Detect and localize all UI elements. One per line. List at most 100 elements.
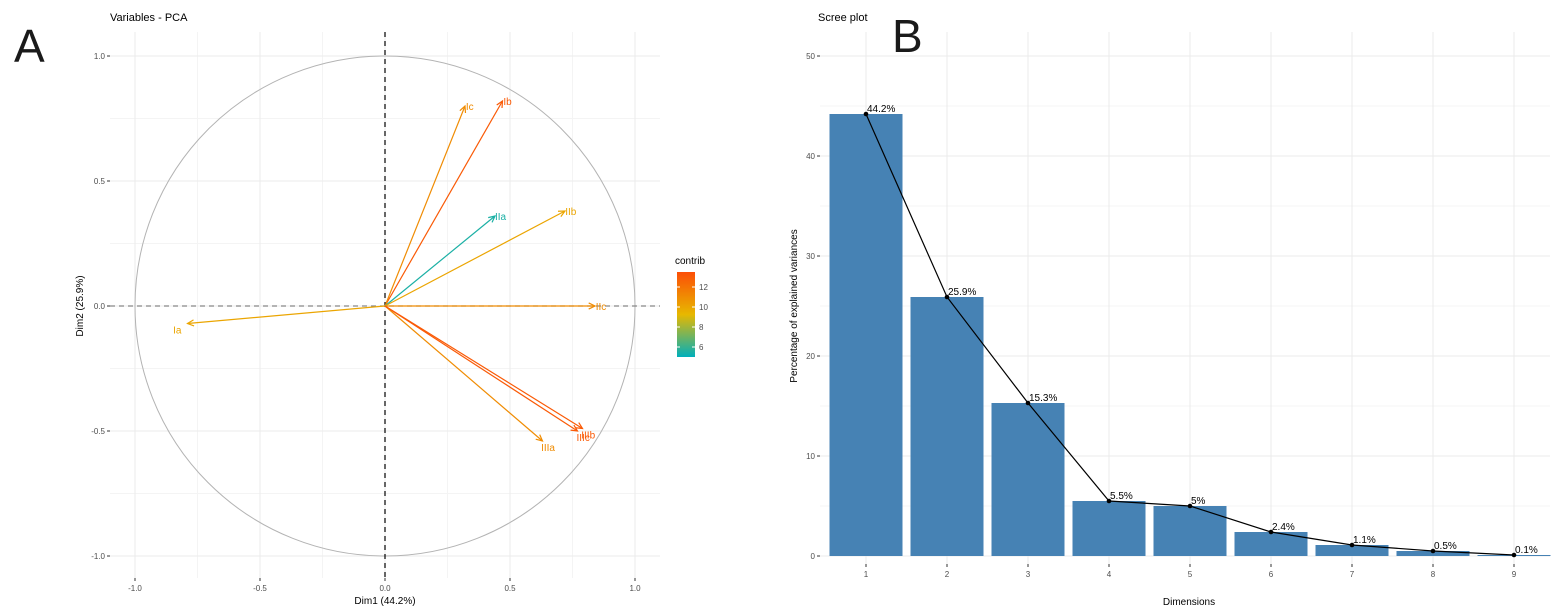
value-label-dim-9: 0.1% [1515, 545, 1538, 556]
arrow-head [496, 99, 504, 109]
scree-y-axis-label: Percentage of explained variances [789, 229, 800, 382]
y-tick-label: 50 [806, 52, 815, 61]
value-label-dim-8: 0.5% [1434, 541, 1457, 552]
arrow-head [186, 319, 195, 327]
arrow-head [535, 434, 544, 442]
bar-dim-4 [1072, 501, 1146, 556]
arrow-label: Ic [466, 102, 474, 113]
bar-dim-1 [829, 114, 903, 556]
value-label-dim-3: 15.3% [1029, 393, 1057, 404]
arrow-label: IIIb [581, 431, 595, 442]
value-label-dim-7: 1.1% [1353, 535, 1376, 546]
panel-label-b: B [892, 10, 923, 62]
pca-title: Variables - PCA [110, 12, 188, 24]
arrow-shaft [384, 210, 566, 307]
y-tick-label: 0.5 [94, 177, 106, 186]
arrow-shaft [384, 105, 466, 307]
x-tick-label: 8 [1431, 570, 1436, 579]
scree-plot: 44.2% 25.9% 15.3% 5.5% 5% 2.4% 1.1% 0.5% 0.1% 1 2… [789, 12, 1551, 608]
value-label-dim-2: 25.9% [948, 287, 976, 298]
arrow-label: Ia [173, 326, 182, 337]
arrow-label: IIIc [577, 433, 590, 444]
x-tick-label: 6 [1269, 570, 1274, 579]
arrow-head [557, 210, 567, 217]
legend-tick-label: 10 [699, 303, 708, 312]
value-label-dim-6: 2.4% [1272, 522, 1295, 533]
x-tick-label: 3 [1026, 570, 1031, 579]
point-dim-4 [1106, 498, 1112, 504]
x-tick-label: -0.5 [253, 584, 267, 593]
scree-bars [829, 114, 1551, 556]
arrow-shaft [384, 305, 578, 432]
y-tick-label: 30 [806, 252, 815, 261]
value-label-dim-5: 5% [1191, 496, 1206, 507]
arrow-label: Ib [503, 97, 512, 108]
panel-label-a: A [14, 20, 45, 72]
arrow-head [588, 302, 597, 310]
point-dim-6 [1268, 529, 1274, 535]
y-tick-label: -0.5 [91, 427, 105, 436]
y-tick-label: 1.0 [94, 52, 106, 61]
bar-dim-3 [991, 403, 1065, 556]
bar-dim-7 [1315, 545, 1389, 556]
point-dim-1 [863, 111, 869, 117]
legend-colorbar [677, 272, 695, 357]
pca-x-axis-label: Dim1 (44.2%) [354, 596, 415, 607]
bar-dim-2 [910, 297, 984, 556]
legend-title: contrib [675, 256, 705, 267]
contrib-legend: contrib 6 8 10 12 [675, 256, 708, 357]
arrow-Ib: Ib [384, 97, 512, 307]
arrow-shaft [384, 100, 504, 307]
arrow-shaft [384, 305, 543, 442]
arrow-IIa: IIa [384, 212, 507, 307]
arrow-label: IIIa [541, 443, 555, 454]
arrow-shaft [384, 215, 496, 307]
x-tick-label: 7 [1350, 570, 1355, 579]
point-dim-8 [1430, 548, 1436, 554]
scree-title: Scree plot [818, 12, 868, 24]
arrow-IIIa: IIIa [384, 305, 555, 454]
bar-dim-8 [1396, 551, 1470, 556]
arrow-head [575, 422, 584, 430]
arrow-label: IIc [596, 302, 607, 313]
y-tick-label: 0.0 [94, 302, 106, 311]
scree-x-axis-label: Dimensions [1163, 597, 1215, 608]
x-tick-label: 0.0 [379, 584, 391, 593]
arrow-IIb: IIb [384, 207, 577, 307]
value-label-dim-4: 5.5% [1110, 491, 1133, 502]
arrow-shaft [187, 305, 386, 325]
bar-dim-5 [1153, 506, 1227, 556]
arrow-label: IIb [565, 207, 577, 218]
arrow-Ic: Ic [384, 102, 474, 307]
x-tick-label: 4 [1107, 570, 1112, 579]
x-tick-label: 0.5 [504, 584, 516, 593]
arrow-Ia: Ia [173, 305, 386, 337]
scree-points [863, 111, 1517, 558]
x-tick-label: 1 [864, 570, 869, 579]
scree-value-labels: 44.2% 25.9% 15.3% 5.5% 5% 2.4% 1.1% 0.5% 0.1% [867, 104, 1538, 556]
arrow-IIIb: IIIb [384, 305, 596, 442]
pca-x-ticks: -1.0 -0.5 0.0 0.5 1.0 [128, 578, 641, 593]
arrow-IIIc: IIIc [384, 305, 590, 444]
x-tick-label: 2 [945, 570, 950, 579]
x-tick-label: -1.0 [128, 584, 142, 593]
x-tick-label: 9 [1512, 570, 1517, 579]
pca-y-axis-label: Dim2 (25.9%) [75, 275, 86, 336]
pca-y-ticks: -1.0 -0.5 0.0 0.5 1.0 [91, 52, 110, 561]
y-tick-label: 40 [806, 152, 815, 161]
value-label-dim-1: 44.2% [867, 104, 895, 115]
arrow-shaft [384, 305, 583, 430]
point-dim-3 [1025, 400, 1031, 406]
y-tick-label: -1.0 [91, 552, 105, 561]
legend-tick-label: 8 [699, 323, 704, 332]
point-dim-5 [1187, 503, 1193, 509]
point-dim-9 [1511, 552, 1517, 558]
legend-tick-label: 12 [699, 283, 708, 292]
point-dim-7 [1349, 542, 1355, 548]
legend-ticks: 6 8 10 12 [677, 283, 708, 352]
x-tick-label: 5 [1188, 570, 1193, 579]
arrow-head [488, 215, 497, 223]
